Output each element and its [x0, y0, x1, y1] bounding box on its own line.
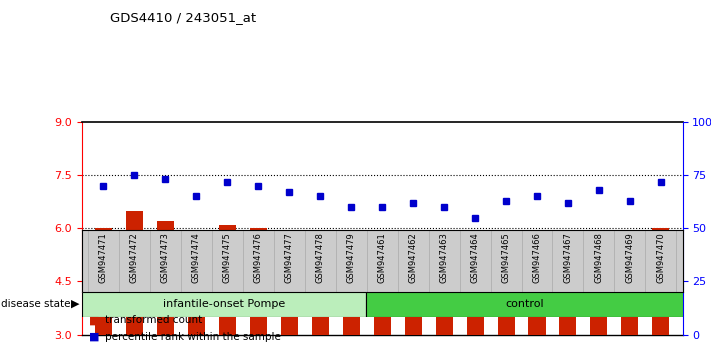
Text: ■: ■ [89, 332, 100, 342]
Text: GSM947475: GSM947475 [223, 232, 232, 283]
Bar [374, 246, 390, 335]
Bar [188, 244, 205, 335]
Text: ■: ■ [89, 315, 100, 325]
Text: GSM947470: GSM947470 [656, 232, 665, 283]
Text: GSM947467: GSM947467 [564, 232, 572, 283]
Text: GSM947472: GSM947472 [130, 232, 139, 283]
Bar [126, 211, 143, 335]
Text: GSM947462: GSM947462 [409, 232, 417, 283]
Bar [343, 251, 360, 335]
Text: control: control [505, 299, 544, 309]
Bar [560, 248, 577, 335]
Text: GSM947474: GSM947474 [192, 232, 201, 283]
Text: GSM947473: GSM947473 [161, 232, 170, 283]
Text: GDS4410 / 243051_at: GDS4410 / 243051_at [110, 11, 257, 24]
Text: GSM947476: GSM947476 [254, 232, 263, 283]
Text: GSM947465: GSM947465 [501, 232, 510, 283]
Text: GSM947471: GSM947471 [99, 232, 108, 283]
Bar [82, 292, 366, 317]
Text: transformed count: transformed count [105, 315, 203, 325]
Bar [219, 225, 236, 335]
Text: GSM947468: GSM947468 [594, 232, 604, 283]
Text: GSM947463: GSM947463 [439, 232, 449, 283]
Text: GSM947466: GSM947466 [533, 232, 542, 283]
Bar [653, 228, 669, 335]
Bar [466, 257, 483, 335]
Bar [311, 239, 328, 335]
Text: ▶: ▶ [71, 299, 80, 309]
Bar [250, 228, 267, 335]
Text: percentile rank within the sample: percentile rank within the sample [105, 332, 281, 342]
Bar [498, 244, 515, 335]
Bar [95, 228, 112, 335]
Text: GSM947464: GSM947464 [471, 232, 479, 283]
Bar [405, 251, 422, 335]
Bar [157, 221, 174, 335]
Text: GSM947461: GSM947461 [378, 232, 387, 283]
Text: infantile-onset Pompe: infantile-onset Pompe [163, 299, 285, 309]
Text: GSM947469: GSM947469 [626, 232, 634, 283]
Bar [528, 237, 545, 335]
Text: GSM947479: GSM947479 [347, 232, 356, 283]
Text: GSM947477: GSM947477 [285, 232, 294, 283]
Bar [621, 248, 638, 335]
Bar [590, 230, 607, 335]
Bar [436, 251, 453, 335]
Bar [366, 292, 683, 317]
Text: disease state: disease state [1, 299, 71, 309]
Bar [281, 234, 298, 335]
Text: GSM947478: GSM947478 [316, 232, 325, 283]
